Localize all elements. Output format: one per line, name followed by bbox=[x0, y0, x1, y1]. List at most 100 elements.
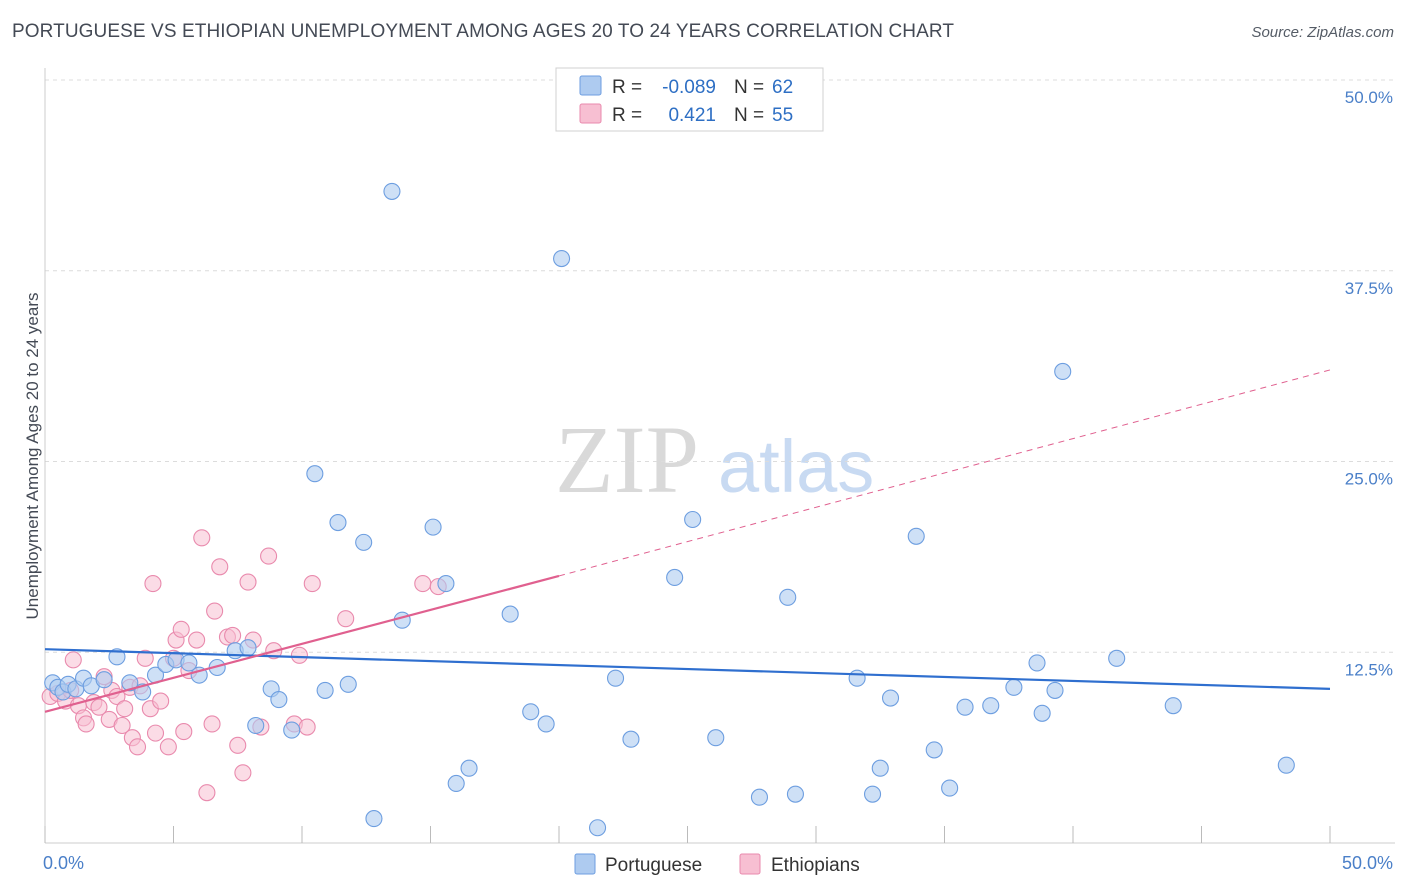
portuguese-point bbox=[522, 703, 540, 721]
legend-r-value-2: 0.421 bbox=[668, 105, 716, 126]
portuguese-point bbox=[239, 639, 257, 657]
bottom-legend-portuguese: Portuguese bbox=[605, 855, 702, 876]
portuguese-point bbox=[95, 671, 113, 689]
portuguese-point bbox=[982, 697, 1000, 715]
portuguese-point bbox=[956, 698, 974, 716]
ethiopian-point bbox=[172, 620, 190, 638]
ethiopian-point bbox=[224, 626, 242, 645]
portuguese-points bbox=[44, 182, 1295, 837]
portuguese-point bbox=[750, 788, 769, 806]
source-label: Source: ZipAtlas.com bbox=[1251, 24, 1394, 41]
legend-n-value-2: 55 bbox=[772, 105, 793, 126]
bottom-legend-swatch-ethiopian bbox=[739, 853, 761, 875]
ethiopian-point bbox=[146, 724, 165, 742]
ethiopian-trend-line bbox=[44, 574, 560, 713]
portuguese-point bbox=[329, 513, 347, 532]
ethiopian-point bbox=[136, 649, 154, 667]
ethiopian-point bbox=[337, 610, 355, 628]
portuguese-point bbox=[907, 527, 925, 545]
portuguese-point bbox=[283, 721, 301, 739]
portuguese-point bbox=[1005, 678, 1023, 696]
legend-r-label-1: R = bbox=[612, 77, 642, 98]
ethiopian-point bbox=[116, 700, 134, 718]
watermark-atlas: atlas bbox=[718, 425, 874, 508]
portuguese-point bbox=[180, 654, 198, 672]
portuguese-point bbox=[588, 819, 607, 837]
bottom-legend-ethiopians: Ethiopians bbox=[771, 855, 860, 876]
x-tick-label-min: 0.0% bbox=[43, 853, 84, 873]
ethiopian-point bbox=[90, 698, 108, 716]
ethiopian-point bbox=[414, 575, 432, 593]
portuguese-point bbox=[925, 741, 943, 759]
portuguese-point bbox=[622, 730, 640, 748]
ethiopian-point bbox=[203, 715, 221, 733]
portuguese-point bbox=[339, 675, 357, 693]
ethiopian-point bbox=[298, 718, 316, 736]
gridlines bbox=[45, 79, 1395, 653]
portuguese-point bbox=[863, 785, 882, 803]
ethiopian-point bbox=[144, 575, 162, 593]
portuguese-trend-line bbox=[44, 648, 1331, 690]
portuguese-point bbox=[666, 568, 684, 587]
watermark-zip: ZIP bbox=[555, 406, 699, 513]
portuguese-point bbox=[1033, 704, 1051, 722]
ethiopian-point bbox=[234, 764, 252, 782]
portuguese-point bbox=[1277, 756, 1295, 774]
portuguese-point bbox=[316, 681, 334, 699]
portuguese-point bbox=[941, 779, 959, 797]
portuguese-point bbox=[447, 774, 465, 793]
legend-n-value-1: 62 bbox=[772, 77, 793, 98]
series-legend: Portuguese Ethiopians bbox=[574, 853, 860, 876]
portuguese-point bbox=[247, 716, 265, 735]
ethiopian-point bbox=[211, 558, 229, 576]
portuguese-point bbox=[383, 182, 401, 200]
ethiopian-point bbox=[260, 547, 278, 565]
portuguese-point bbox=[871, 759, 889, 777]
portuguese-point bbox=[779, 588, 797, 606]
portuguese-point bbox=[393, 611, 411, 629]
portuguese-point bbox=[1028, 654, 1046, 672]
portuguese-point bbox=[1046, 681, 1064, 699]
ethiopian-point bbox=[159, 738, 177, 756]
legend-n-label-1: N = bbox=[734, 77, 764, 98]
ethiopian-point bbox=[229, 736, 247, 754]
portuguese-point bbox=[786, 785, 804, 803]
x-tick-label-max: 50.0% bbox=[1342, 853, 1393, 873]
portuguese-point bbox=[270, 691, 288, 709]
portuguese-point bbox=[1164, 697, 1182, 715]
ethiopian-point bbox=[128, 738, 147, 756]
legend-n-label-2: N = bbox=[734, 105, 764, 126]
portuguese-point bbox=[365, 810, 383, 828]
y-tick-label: 37.5% bbox=[1345, 279, 1393, 298]
y-tick-label: 12.5% bbox=[1345, 660, 1393, 679]
portuguese-point bbox=[437, 575, 455, 593]
axes bbox=[44, 68, 1395, 844]
portuguese-point bbox=[606, 669, 625, 687]
portuguese-point bbox=[848, 669, 866, 687]
ethiopian-points bbox=[41, 529, 447, 802]
portuguese-point bbox=[537, 715, 555, 733]
portuguese-point bbox=[684, 510, 702, 529]
ethiopian-point bbox=[175, 723, 193, 741]
y-tick-label: 25.0% bbox=[1345, 470, 1393, 489]
portuguese-point bbox=[707, 729, 725, 747]
legend-r-label-2: R = bbox=[612, 105, 642, 126]
bottom-legend-swatch-portuguese bbox=[574, 853, 596, 875]
ethiopian-point bbox=[198, 784, 216, 802]
y-tick-label: 50.0% bbox=[1345, 88, 1393, 107]
correlation-legend: R = -0.089 N = 62 R = 0.421 N = 55 bbox=[555, 67, 824, 132]
ethiopian-point bbox=[239, 573, 257, 591]
ethiopian-point bbox=[64, 651, 82, 669]
portuguese-point bbox=[424, 518, 442, 536]
portuguese-point bbox=[108, 648, 126, 666]
legend-swatch-ethiopian bbox=[579, 103, 602, 124]
ethiopian-point bbox=[152, 692, 170, 710]
portuguese-point bbox=[1108, 649, 1126, 667]
portuguese-point bbox=[121, 674, 139, 692]
portuguese-point bbox=[501, 605, 519, 623]
ethiopian-point bbox=[290, 646, 308, 664]
y-tick-labels: 12.5% 25.0% 37.5% 50.0% bbox=[1345, 88, 1393, 679]
x-tick-labels: 0.0% 50.0% bbox=[43, 853, 1393, 873]
portuguese-point bbox=[1054, 362, 1072, 381]
